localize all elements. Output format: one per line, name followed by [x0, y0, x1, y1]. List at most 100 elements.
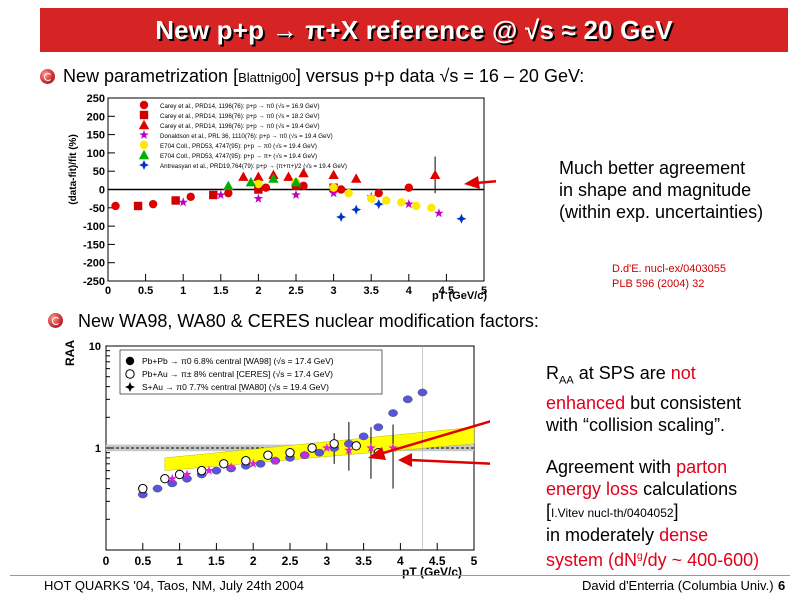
x-tick-label: 4 — [406, 285, 413, 297]
data-point — [270, 455, 280, 465]
data-point — [417, 388, 428, 397]
data-point — [328, 169, 339, 180]
legend-marker — [138, 149, 150, 160]
legend-marker — [139, 110, 149, 120]
data-point — [209, 190, 218, 200]
x-tick-label: 0 — [103, 554, 110, 568]
reference-note: D.d'E. nucl-ex/0403055 PLB 596 (2004) 32 — [612, 262, 726, 292]
agreement-note: Much better agreement in shape and magni… — [559, 157, 763, 223]
data-point — [196, 465, 207, 476]
data-point — [397, 198, 406, 207]
y-tick-label: -150 — [83, 239, 105, 251]
vitev-reference: I.Vitev nucl-th/0404052 — [551, 506, 674, 520]
arrow-head — [368, 447, 386, 460]
data-point — [367, 194, 376, 203]
data-point — [167, 473, 177, 483]
y-tick-label: 0 — [99, 185, 105, 197]
data-point — [204, 465, 214, 475]
legend-marker — [139, 140, 149, 150]
arrow-line — [475, 180, 496, 185]
energy-loss-word: energy loss — [546, 479, 639, 499]
y-tick-label: 200 — [87, 111, 105, 123]
data-point — [429, 169, 441, 180]
raa-not: not — [670, 363, 696, 383]
x-axis-label: pT (GeV/c) — [432, 290, 487, 302]
legend-entry: Carey et al., PRD14, 1196(76): p+p → π0 … — [160, 113, 320, 120]
slide-title: New p+p → π+X reference @ √s ≈ 20 GeV — [155, 14, 673, 45]
ratio-chart: -250 -200 -150 -100 -50 0 50 100 150 200 250 0 0.5 1 1… — [68, 93, 496, 302]
data-point — [111, 201, 120, 211]
data-point — [373, 199, 384, 210]
raa-at-sps: at SPS are — [573, 363, 671, 383]
x-tick-label: 3 — [331, 285, 337, 297]
data-point — [388, 409, 398, 417]
legend-marker — [125, 369, 135, 379]
gluon-superscript: g — [637, 551, 643, 562]
data-point — [182, 469, 192, 479]
y-tick-label: -100 — [83, 221, 105, 233]
data-point — [219, 459, 229, 469]
data-point — [412, 201, 421, 211]
arrow-head — [398, 453, 412, 467]
x-tick-label: 4.5 — [429, 554, 446, 568]
data-point — [148, 199, 158, 209]
data-point — [263, 450, 273, 460]
x-tick-label: 0.5 — [138, 285, 153, 297]
data-point — [404, 183, 413, 192]
legend-marker — [125, 356, 135, 366]
x-tick-label: 5 — [471, 554, 478, 568]
raa-subscript: AA — [559, 374, 574, 387]
y-axis-label: (data-fit)/fit (%) — [68, 134, 79, 205]
title-bar: New p+p → π+X reference @ √s ≈ 20 GeV — [40, 8, 788, 52]
y-tick-label: -250 — [83, 276, 105, 288]
data-point — [290, 176, 302, 187]
arrow-line — [409, 458, 490, 465]
data-point — [351, 441, 361, 451]
ref-line1: D.d'E. nucl-ex/0403055 — [612, 263, 727, 275]
x-tick-label: 4 — [397, 554, 404, 568]
data-point — [224, 188, 233, 198]
y-tick-label: 50 — [93, 166, 105, 178]
data-point — [322, 443, 332, 452]
moderately-word: in moderately — [546, 525, 660, 545]
x-tick-label: 1 — [180, 285, 186, 297]
data-point — [248, 458, 258, 468]
data-point — [253, 193, 264, 203]
x-tick-label: 2 — [255, 285, 261, 297]
note1-line3: (within exp. uncertainties) — [559, 202, 764, 222]
x-tick-label: 2.5 — [282, 554, 299, 568]
data-point — [328, 188, 339, 198]
note1-line2: in shape and magnitude — [559, 180, 752, 200]
data-point — [358, 432, 369, 441]
data-point — [299, 181, 308, 191]
data-point — [344, 188, 353, 198]
data-point — [254, 179, 263, 189]
raa-note: RAA at SPS are not enhanced but consiste… — [546, 362, 741, 436]
bullet-icon — [48, 313, 63, 328]
data-point — [382, 196, 391, 205]
data-point — [241, 456, 251, 466]
footer-left: HOT QUARKS '04, Taos, NM, July 24th 2004 — [44, 578, 304, 593]
data-point — [336, 211, 347, 222]
bullet1-post: ] versus p+p data √s = 16 – 20 GeV: — [295, 66, 585, 86]
data-point — [329, 183, 338, 192]
legend-marker — [139, 100, 149, 110]
legend-entry: Carey et al., PRD14, 1196(76): p+p → π0 … — [160, 103, 320, 110]
data-point — [171, 196, 180, 205]
legend-entry: Pb+Pb → π0 6.8% central [WA98] (√s = 17.… — [142, 356, 334, 366]
data-point — [344, 445, 354, 455]
bullet-icon — [40, 69, 55, 84]
x-tick-label: 3.5 — [364, 285, 379, 297]
legend-entry: Pb+Au → π± 8% central [CERES] (√s = 17.4… — [142, 369, 333, 379]
data-point — [261, 183, 271, 192]
y-tick-label: 1 — [95, 443, 101, 455]
legend-entry: Carey et al., PRD14, 1196(76): p+p → π0 … — [160, 123, 320, 130]
legend-box — [119, 349, 383, 395]
data-point — [255, 459, 266, 468]
x-tick-label: 0.5 — [134, 554, 151, 568]
raa-symbol: R — [546, 363, 559, 383]
data-point — [291, 190, 301, 199]
arrow-line — [379, 420, 490, 456]
footer-divider — [10, 575, 790, 576]
legend-marker — [125, 382, 135, 392]
